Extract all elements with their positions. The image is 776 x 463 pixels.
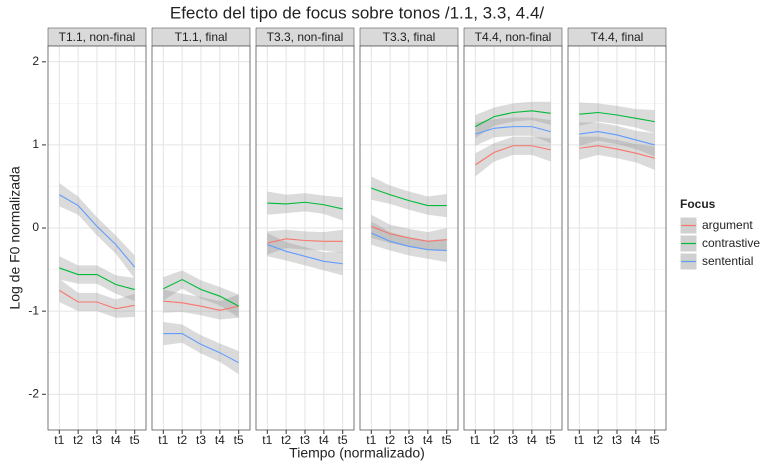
confidence-band [163,289,239,320]
confidence-band [163,321,239,375]
confidence-band [163,270,239,318]
x-tick-label: t4 [527,433,537,447]
x-tick-label: t1 [574,433,584,447]
series-line [59,194,136,268]
strip-label: T1.1, non-final [59,30,136,44]
x-tick-label: t1 [470,433,480,447]
strip-label: T4.4, final [591,30,644,44]
series-line [579,131,655,146]
series-line [163,333,239,364]
confidence-band [267,233,343,276]
confidence-band [267,229,343,255]
series-line [475,145,551,166]
strip-label: T3.3, final [383,30,436,44]
x-tick-label: t4 [111,433,121,447]
series-line [371,187,447,207]
x-tick-label: t2 [177,433,187,447]
x-tick-label: t2 [593,433,603,447]
confidence-band [371,214,447,252]
y-tick-label: -1 [28,303,39,317]
legend-title: Focus [680,197,716,211]
confidence-band [59,183,135,279]
x-tick-label: t5 [650,433,660,447]
confidence-band [59,278,135,318]
x-tick-label: t5 [234,433,244,447]
x-tick-label: t1 [54,433,64,447]
series-line [475,110,551,128]
x-tick-label: t1 [158,433,168,447]
strip-label: T1.1, final [175,30,228,44]
series-line [163,300,239,311]
x-tick-label: t3 [300,433,310,447]
x-tick-label: t4 [631,433,641,447]
x-tick-label: t2 [385,433,395,447]
x-tick-label: t2 [73,433,83,447]
legend-label: argument [702,218,753,232]
x-tick-label: t5 [442,433,452,447]
series-line [267,238,343,244]
confidence-band [267,191,343,221]
x-tick-label: t2 [281,433,291,447]
series-line [579,145,655,159]
series-line [579,111,655,123]
x-tick-label: t3 [508,433,518,447]
y-axis-title: Log de F0 normalizada [7,166,23,309]
series-line [267,244,343,265]
series-line [371,232,447,252]
x-tick-label: t3 [196,433,206,447]
confidence-band [59,256,135,302]
x-tick-label: t4 [215,433,225,447]
series-line [163,278,239,307]
confidence-band [371,176,447,218]
confidence-band [579,122,655,157]
x-tick-label: t1 [262,433,272,447]
y-tick-label: -2 [28,386,39,400]
confidence-band [579,136,655,170]
confidence-band [579,102,655,134]
y-tick-label: 2 [32,54,39,68]
series-line [59,289,135,310]
x-axis-title: Tiempo (normalizado) [289,445,425,461]
y-tick-label: 1 [32,137,39,151]
legend-label: contrastive [702,236,760,250]
chart-title: Efecto del tipo de focus sobre tonos /1.… [170,3,545,22]
series-line [475,126,551,135]
strip-label: T4.4, non-final [475,30,552,44]
x-tick-label: t3 [612,433,622,447]
y-tick-label: 0 [32,220,39,234]
x-tick-label: t5 [338,433,348,447]
confidence-band [475,117,551,146]
x-tick-label: t3 [92,433,102,447]
legend-label: sentential [702,254,753,268]
x-tick-label: t5 [130,433,140,447]
x-tick-label: t3 [404,433,414,447]
x-tick-label: t2 [489,433,499,447]
series-line [59,267,135,291]
confidence-band [475,136,551,177]
series-line [267,201,343,210]
strip-label: T3.3, non-final [267,30,344,44]
x-tick-label: t4 [319,433,329,447]
x-tick-label: t1 [366,433,376,447]
confidence-band [371,221,447,263]
x-tick-label: t5 [546,433,556,447]
series-line [371,225,447,242]
x-tick-label: t4 [423,433,433,447]
